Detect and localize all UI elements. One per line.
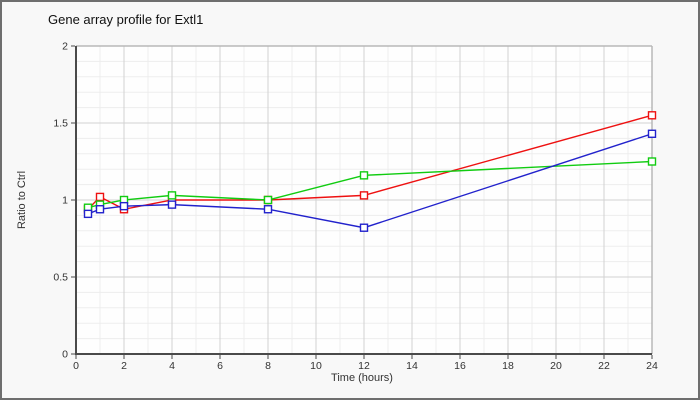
x-tick-label: 10 bbox=[310, 360, 322, 372]
y-tick-label: 1 bbox=[62, 195, 68, 207]
y-tick-label: 0.5 bbox=[53, 272, 68, 284]
y-tick-label: 1.5 bbox=[53, 118, 68, 130]
green-series-marker bbox=[263, 195, 273, 205]
x-tick-label: 16 bbox=[454, 360, 466, 372]
x-tick-label: 12 bbox=[358, 360, 370, 372]
x-tick-label: 2 bbox=[121, 360, 127, 372]
x-tick-label: 4 bbox=[169, 360, 175, 372]
y-tick-label: 2 bbox=[62, 41, 68, 53]
blue-series-marker bbox=[263, 205, 273, 214]
x-axis-label: Time (hours) bbox=[331, 372, 393, 384]
green-series-marker bbox=[167, 191, 177, 200]
x-tick-label: 22 bbox=[598, 360, 610, 372]
blue-series-marker bbox=[359, 223, 369, 232]
x-tick-label: 18 bbox=[502, 360, 514, 372]
y-tick-label: 0 bbox=[62, 349, 68, 361]
x-tick-label: 8 bbox=[265, 360, 271, 372]
green-series-marker bbox=[359, 171, 369, 180]
green-series-marker bbox=[647, 157, 657, 166]
blue-series-marker bbox=[95, 205, 105, 214]
blue-series-marker bbox=[647, 129, 657, 138]
x-tick-label: 24 bbox=[646, 360, 658, 372]
x-tick-label: 0 bbox=[73, 360, 79, 372]
red-series-marker bbox=[359, 191, 369, 200]
red-series-marker bbox=[647, 111, 657, 120]
blue-series-marker bbox=[119, 201, 129, 211]
x-tick-label: 20 bbox=[550, 360, 562, 372]
chart-title: Gene array profile for Extl1 bbox=[48, 12, 204, 27]
x-tick-label: 6 bbox=[217, 360, 223, 372]
y-axis-label: Ratio to Ctrl bbox=[16, 170, 28, 230]
red-series-marker bbox=[95, 192, 105, 202]
blue-series-marker bbox=[83, 209, 93, 219]
blue-series-marker bbox=[167, 200, 177, 209]
x-tick-label: 14 bbox=[406, 360, 418, 372]
